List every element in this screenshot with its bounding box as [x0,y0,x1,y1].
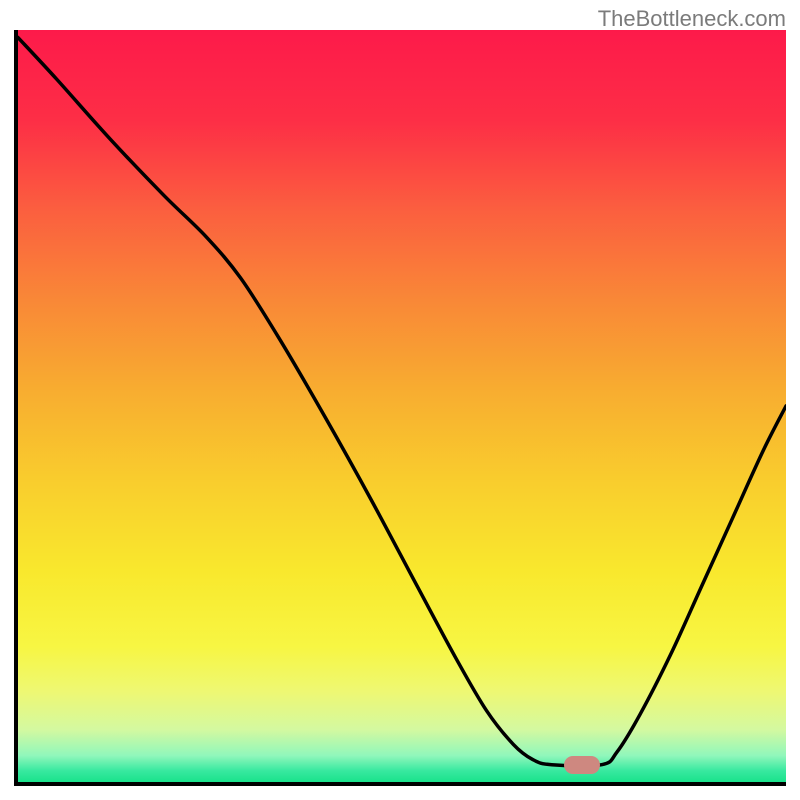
gradient-background [18,30,786,782]
plot-area [18,30,786,782]
bottleneck-chart [14,30,786,786]
attribution-label: TheBottleneck.com [598,6,786,32]
